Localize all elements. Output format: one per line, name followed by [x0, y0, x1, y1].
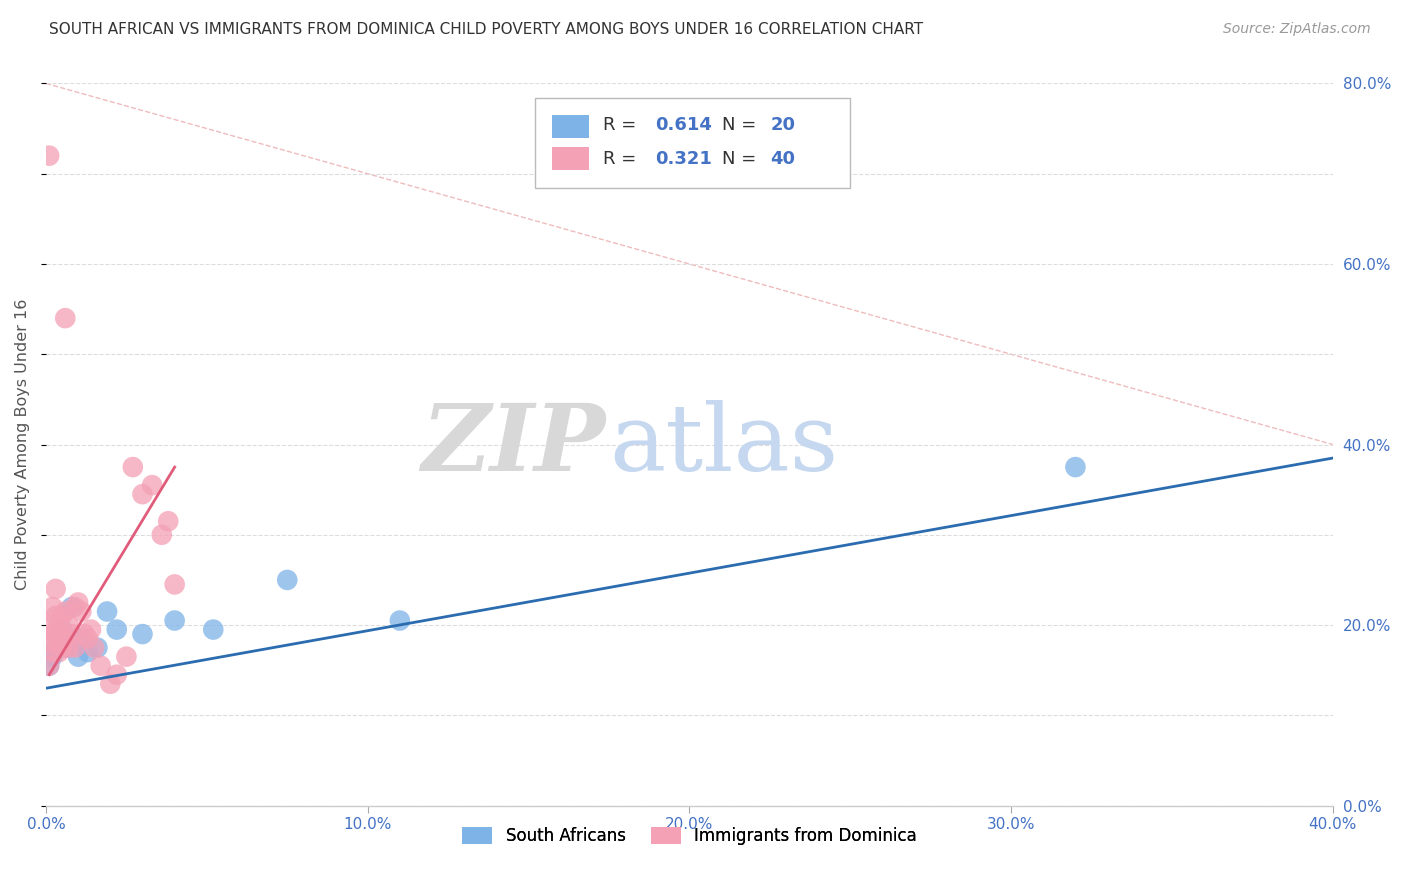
Point — [90, 658, 112, 673]
Point — [38, 658, 60, 673]
Point — [157, 514, 180, 528]
Point — [41, 645, 63, 659]
Point — [115, 649, 138, 664]
Point — [80, 623, 103, 637]
Point — [276, 573, 298, 587]
Text: N =: N = — [721, 150, 762, 168]
Text: N =: N = — [721, 116, 762, 135]
Y-axis label: Child Poverty Among Boys Under 16: Child Poverty Among Boys Under 16 — [15, 299, 30, 591]
Point — [53, 311, 76, 326]
Point — [150, 528, 173, 542]
Text: R =: R = — [603, 116, 643, 135]
Point — [38, 149, 60, 163]
Point — [60, 599, 83, 614]
Point — [38, 618, 60, 632]
Text: 0.614: 0.614 — [655, 116, 711, 135]
Point — [58, 632, 80, 646]
Point — [53, 632, 76, 646]
Point — [98, 677, 121, 691]
Point — [48, 645, 70, 659]
Point — [45, 609, 67, 624]
Point — [41, 627, 63, 641]
Point — [53, 640, 76, 655]
Point — [76, 645, 98, 659]
Text: Source: ZipAtlas.com: Source: ZipAtlas.com — [1223, 22, 1371, 37]
Point — [51, 609, 73, 624]
Text: R =: R = — [603, 150, 643, 168]
Point — [73, 627, 96, 641]
Point — [45, 640, 67, 655]
Point — [51, 627, 73, 641]
FancyBboxPatch shape — [551, 115, 589, 137]
Point — [131, 487, 153, 501]
Point — [70, 632, 93, 646]
Text: 40: 40 — [770, 150, 796, 168]
Point — [41, 649, 63, 664]
Point — [67, 649, 90, 664]
Point — [48, 636, 70, 650]
Point — [48, 632, 70, 646]
Point — [131, 627, 153, 641]
Point — [96, 605, 118, 619]
Point — [76, 632, 98, 646]
Point — [60, 627, 83, 641]
Point — [63, 640, 86, 655]
Point — [202, 623, 225, 637]
Point — [45, 582, 67, 596]
Point — [1064, 460, 1087, 475]
Text: atlas: atlas — [610, 400, 839, 490]
Point — [63, 599, 86, 614]
Text: 20: 20 — [770, 116, 796, 135]
Point — [51, 640, 73, 655]
Point — [51, 623, 73, 637]
Point — [388, 614, 411, 628]
Point — [41, 599, 63, 614]
FancyBboxPatch shape — [534, 98, 851, 188]
Point — [105, 623, 128, 637]
FancyBboxPatch shape — [551, 147, 589, 170]
Point — [67, 595, 90, 609]
Point — [70, 605, 93, 619]
Point — [163, 614, 186, 628]
Text: ZIP: ZIP — [422, 400, 606, 490]
Legend: South Africans, Immigrants from Dominica: South Africans, Immigrants from Dominica — [456, 820, 924, 852]
Point — [38, 636, 60, 650]
Point — [45, 627, 67, 641]
Point — [53, 605, 76, 619]
Point — [141, 478, 163, 492]
Point — [83, 640, 105, 655]
Point — [58, 618, 80, 632]
Point — [105, 667, 128, 681]
Text: 0.321: 0.321 — [655, 150, 711, 168]
Point — [121, 460, 143, 475]
Point — [38, 658, 60, 673]
Text: SOUTH AFRICAN VS IMMIGRANTS FROM DOMINICA CHILD POVERTY AMONG BOYS UNDER 16 CORR: SOUTH AFRICAN VS IMMIGRANTS FROM DOMINIC… — [49, 22, 924, 37]
Point — [58, 640, 80, 655]
Point — [86, 640, 108, 655]
Point — [48, 618, 70, 632]
Point — [163, 577, 186, 591]
